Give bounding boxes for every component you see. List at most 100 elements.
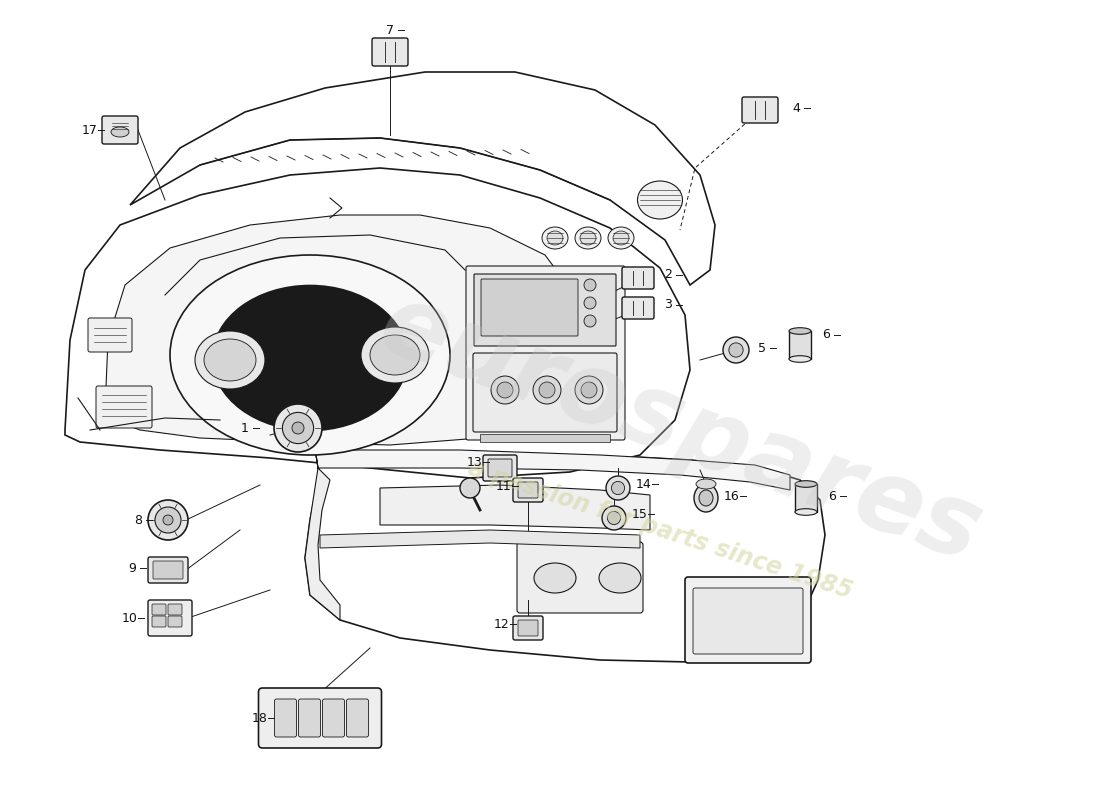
Text: 11: 11 bbox=[496, 479, 512, 493]
FancyBboxPatch shape bbox=[518, 620, 538, 636]
Ellipse shape bbox=[580, 231, 596, 245]
Ellipse shape bbox=[698, 490, 713, 506]
FancyBboxPatch shape bbox=[96, 386, 152, 428]
FancyBboxPatch shape bbox=[488, 459, 512, 477]
FancyBboxPatch shape bbox=[152, 616, 166, 627]
Ellipse shape bbox=[170, 255, 450, 455]
Text: 16: 16 bbox=[724, 490, 740, 502]
Circle shape bbox=[460, 478, 480, 498]
Polygon shape bbox=[305, 450, 825, 662]
FancyBboxPatch shape bbox=[473, 353, 617, 432]
Circle shape bbox=[497, 382, 513, 398]
Ellipse shape bbox=[361, 327, 429, 383]
Text: 2: 2 bbox=[664, 269, 672, 282]
FancyBboxPatch shape bbox=[148, 600, 192, 636]
Ellipse shape bbox=[534, 563, 576, 593]
Polygon shape bbox=[130, 72, 715, 285]
Text: 9: 9 bbox=[128, 562, 136, 574]
Circle shape bbox=[584, 279, 596, 291]
Ellipse shape bbox=[795, 509, 817, 515]
FancyBboxPatch shape bbox=[621, 297, 654, 319]
FancyBboxPatch shape bbox=[685, 577, 811, 663]
FancyBboxPatch shape bbox=[275, 699, 297, 737]
FancyBboxPatch shape bbox=[483, 455, 517, 481]
Polygon shape bbox=[379, 485, 650, 530]
Text: 5: 5 bbox=[758, 342, 766, 354]
Ellipse shape bbox=[542, 227, 568, 249]
FancyBboxPatch shape bbox=[474, 274, 616, 346]
Circle shape bbox=[612, 482, 625, 494]
FancyBboxPatch shape bbox=[513, 616, 543, 640]
FancyBboxPatch shape bbox=[513, 478, 543, 502]
Circle shape bbox=[292, 422, 304, 434]
FancyBboxPatch shape bbox=[346, 699, 368, 737]
Text: 6: 6 bbox=[828, 490, 836, 502]
Ellipse shape bbox=[789, 328, 811, 334]
Ellipse shape bbox=[204, 339, 256, 381]
Circle shape bbox=[602, 506, 626, 530]
Text: eurospares: eurospares bbox=[366, 276, 993, 584]
Text: 7: 7 bbox=[386, 23, 394, 37]
FancyBboxPatch shape bbox=[153, 561, 183, 579]
Text: 13: 13 bbox=[468, 455, 483, 469]
Circle shape bbox=[283, 413, 313, 443]
FancyBboxPatch shape bbox=[621, 267, 654, 289]
Ellipse shape bbox=[608, 227, 634, 249]
Circle shape bbox=[148, 500, 188, 540]
Polygon shape bbox=[320, 530, 640, 548]
Circle shape bbox=[539, 382, 556, 398]
Ellipse shape bbox=[575, 227, 601, 249]
Circle shape bbox=[606, 476, 630, 500]
FancyBboxPatch shape bbox=[152, 604, 166, 615]
Ellipse shape bbox=[212, 286, 407, 430]
FancyBboxPatch shape bbox=[693, 588, 803, 654]
Text: 12: 12 bbox=[494, 618, 510, 630]
Ellipse shape bbox=[600, 563, 641, 593]
Bar bbox=[480, 434, 611, 442]
Text: 15: 15 bbox=[632, 507, 648, 521]
Bar bbox=[789, 331, 811, 359]
Text: 3: 3 bbox=[664, 298, 672, 311]
Polygon shape bbox=[65, 168, 690, 478]
FancyBboxPatch shape bbox=[102, 116, 138, 144]
Text: 1: 1 bbox=[241, 422, 249, 434]
FancyBboxPatch shape bbox=[148, 557, 188, 583]
Ellipse shape bbox=[638, 181, 682, 219]
Ellipse shape bbox=[696, 479, 716, 489]
FancyBboxPatch shape bbox=[517, 542, 644, 613]
Circle shape bbox=[163, 515, 173, 525]
Ellipse shape bbox=[111, 127, 129, 137]
Circle shape bbox=[607, 511, 620, 525]
Text: 8: 8 bbox=[134, 514, 142, 526]
Text: 18: 18 bbox=[252, 711, 268, 725]
Ellipse shape bbox=[789, 356, 811, 362]
Text: 10: 10 bbox=[122, 611, 138, 625]
Text: 6: 6 bbox=[822, 329, 829, 342]
Ellipse shape bbox=[613, 231, 629, 245]
Circle shape bbox=[723, 337, 749, 363]
Ellipse shape bbox=[694, 484, 718, 512]
Circle shape bbox=[274, 404, 322, 452]
FancyBboxPatch shape bbox=[466, 266, 625, 440]
FancyBboxPatch shape bbox=[742, 97, 778, 123]
Ellipse shape bbox=[370, 335, 420, 375]
Text: 14: 14 bbox=[636, 478, 652, 490]
Ellipse shape bbox=[195, 331, 265, 389]
Polygon shape bbox=[104, 215, 580, 445]
FancyBboxPatch shape bbox=[298, 699, 320, 737]
Circle shape bbox=[584, 297, 596, 309]
Circle shape bbox=[581, 382, 597, 398]
Circle shape bbox=[534, 376, 561, 404]
Text: a passion for parts since 1985: a passion for parts since 1985 bbox=[465, 456, 855, 604]
FancyBboxPatch shape bbox=[88, 318, 132, 352]
FancyBboxPatch shape bbox=[372, 38, 408, 66]
FancyBboxPatch shape bbox=[322, 699, 344, 737]
Ellipse shape bbox=[547, 231, 563, 245]
Text: 17: 17 bbox=[82, 123, 98, 137]
Circle shape bbox=[575, 376, 603, 404]
Circle shape bbox=[155, 507, 182, 533]
FancyBboxPatch shape bbox=[168, 616, 182, 627]
Bar bbox=[795, 484, 817, 512]
Ellipse shape bbox=[795, 481, 817, 487]
FancyBboxPatch shape bbox=[481, 279, 578, 336]
